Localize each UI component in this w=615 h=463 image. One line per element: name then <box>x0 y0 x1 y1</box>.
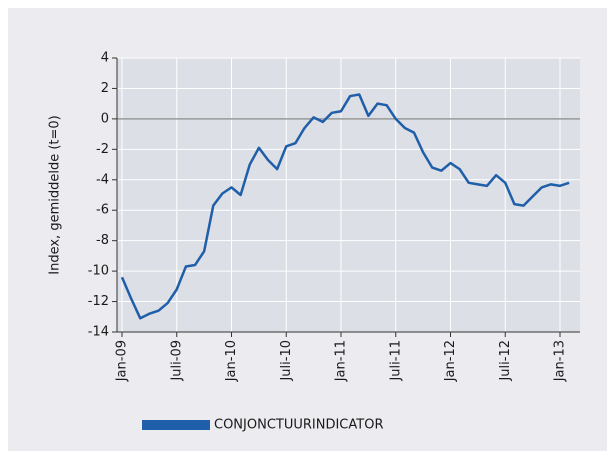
series-line <box>120 93 570 320</box>
x-tick-label: Juli-09 <box>169 340 184 382</box>
y-tick-label: 4 <box>101 51 109 66</box>
y-tick-label: 0 <box>101 111 109 126</box>
x-tick-label: Juli-11 <box>388 340 403 382</box>
y-tick-label: -4 <box>96 172 109 187</box>
y-tick-label: -12 <box>88 294 109 309</box>
y-axis-label: Index, gemiddelde (t=0) <box>48 115 63 274</box>
legend-swatch <box>142 420 210 430</box>
y-tick-label: 2 <box>101 81 109 96</box>
x-tick-label: Jan-09 <box>115 340 130 382</box>
x-tick-label: Juli-10 <box>279 340 294 382</box>
x-tick-label: Jan-10 <box>224 340 239 382</box>
y-tick-label: -2 <box>96 142 109 157</box>
x-tick-label: Juli-12 <box>498 340 513 382</box>
legend-label: CONJONCTUURINDICATOR <box>214 418 383 433</box>
x-tick-label: Jan-11 <box>334 340 349 382</box>
y-tick-label: -8 <box>96 233 109 248</box>
y-tick-label: -14 <box>88 325 109 340</box>
x-tick-label: Jan-13 <box>553 340 568 382</box>
plot-area <box>117 58 580 332</box>
y-tick-label: -10 <box>88 264 109 279</box>
x-tick-label: Jan-12 <box>443 340 458 382</box>
y-tick-label: -6 <box>96 203 109 218</box>
